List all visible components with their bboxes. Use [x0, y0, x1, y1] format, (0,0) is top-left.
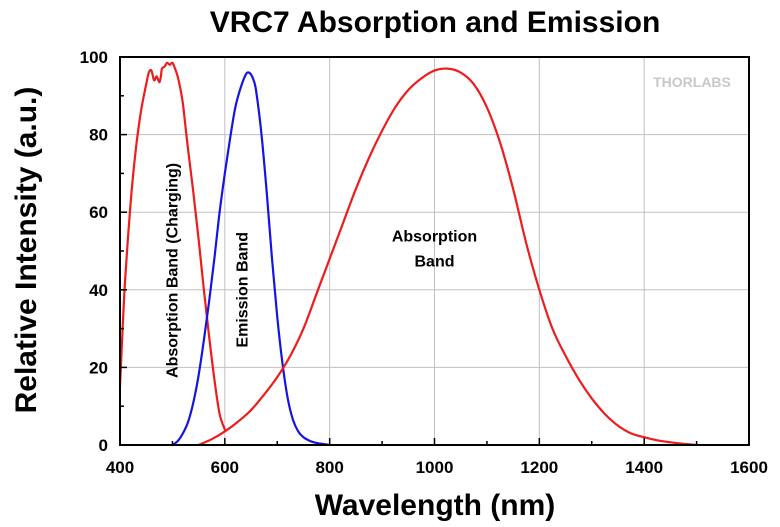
- y-tick-label: 80: [89, 126, 108, 145]
- ticks: [119, 56, 750, 446]
- x-tick-label: 1400: [625, 458, 663, 477]
- curves: [118, 61, 698, 447]
- annotation-absorption: Absorption: [392, 228, 477, 245]
- emission-curve: [171, 71, 331, 447]
- x-tick-label: 1600: [730, 458, 768, 477]
- annotations: Absorption Band (Charging) Emission Band A…: [165, 163, 477, 378]
- x-tick-label: 1000: [416, 458, 454, 477]
- y-tick-label: 40: [89, 281, 108, 300]
- y-tick-label: 0: [99, 436, 108, 455]
- annotation-absorption-band-charging: Absorption Band (Charging): [165, 163, 182, 378]
- grid: [120, 57, 749, 445]
- chart-title: VRC7 Absorption and Emission: [210, 6, 661, 39]
- y-tick-label: 60: [89, 203, 108, 222]
- tick-labels: 400 600 800 1000 1200 1400 1600 0 20 40 60 80 100: [80, 48, 768, 477]
- x-axis-label: Wavelength (nm): [315, 489, 556, 522]
- annotation-band: Band: [415, 254, 455, 271]
- absorption-charging-curve: [118, 61, 226, 431]
- absorption-curve: [197, 67, 698, 447]
- y-tick-label: 20: [89, 358, 108, 377]
- x-tick-label: 800: [315, 458, 343, 477]
- y-axis-label: Relative Intensity (a.u.): [10, 87, 43, 414]
- y-tick-label: 100: [80, 48, 108, 67]
- thorlabs-logo: THORLABS: [653, 74, 731, 90]
- x-tick-label: 600: [211, 458, 239, 477]
- x-tick-label: 400: [106, 458, 134, 477]
- annotation-emission-band: Emission Band: [234, 232, 251, 348]
- x-tick-label: 1200: [520, 458, 558, 477]
